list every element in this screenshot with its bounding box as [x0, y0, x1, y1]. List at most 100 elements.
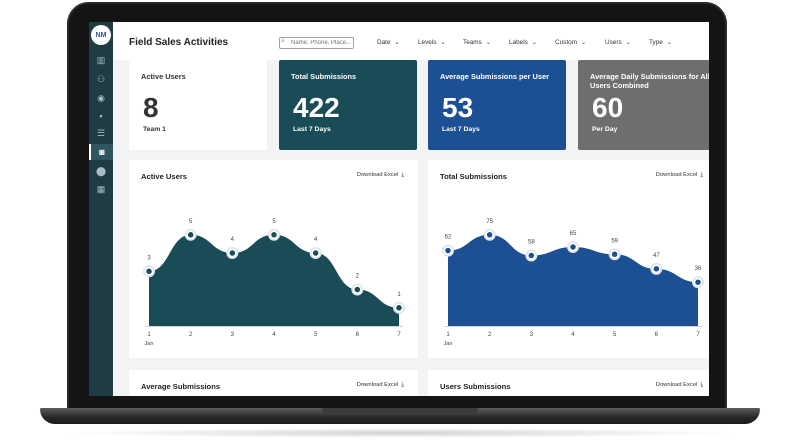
data-label: 5 [272, 219, 276, 225]
app-logo[interactable]: NM [91, 25, 111, 45]
chevron-down-icon: ⌄ [666, 40, 672, 46]
data-point[interactable] [394, 303, 404, 313]
filter-label: Users [605, 39, 622, 46]
card-label: Total Submissions [291, 72, 357, 81]
users-icon[interactable]: ⚇ [96, 73, 106, 84]
x-tick-label: 4 [571, 332, 575, 338]
x-tick-label: 2 [488, 332, 492, 338]
active-users-chart: 3 1 5 2 4 3 5 4 4 5 2 6 1 7 Jan [143, 219, 405, 347]
search-icon: ⌕ [281, 38, 285, 45]
filter-levels[interactable]: Levels ⌄ [418, 39, 446, 46]
data-label: 47 [653, 253, 660, 259]
data-point[interactable] [311, 248, 320, 258]
data-point[interactable] [527, 251, 536, 260]
data-label: 62 [445, 235, 452, 241]
filter-teams[interactable]: Teams ⌄ [463, 39, 491, 46]
x-month-label: Jan [144, 341, 153, 347]
download-label: Download Excel [356, 172, 399, 178]
card-subtitle: Last 7 Days [442, 126, 480, 133]
data-point[interactable] [144, 267, 154, 276]
download-label: Download Excel [655, 382, 698, 388]
download-icon: ⤓ [401, 172, 404, 178]
area-fill [448, 234, 698, 326]
card-value: 53 [442, 92, 474, 123]
total-submissions-card: Total Submissions 422 Last 7 Days [279, 60, 417, 150]
download-label: Download Excel [655, 172, 698, 178]
chevron-down-icon: ⌄ [394, 40, 400, 46]
chevron-down-icon: ⌄ [581, 40, 587, 46]
search-input[interactable] [279, 37, 354, 49]
x-tick-label: 7 [696, 332, 700, 338]
location-pin-icon[interactable]: ⬤ [95, 165, 107, 176]
filter-label: Levels [418, 39, 437, 46]
logo-text: NM [95, 31, 107, 39]
data-label: 75 [486, 219, 493, 225]
x-tick-label: 6 [356, 332, 360, 338]
average-submissions-card: Average Submissions per User 53 Last 7 Day… [428, 60, 566, 150]
card-label: Average Daily Submissions for All Users … [590, 72, 709, 90]
download-icon: ⤓ [401, 382, 404, 388]
x-month-label: Jan [443, 341, 452, 347]
active-users-title: Active Users [141, 172, 188, 181]
x-tick-label: 5 [314, 332, 318, 338]
card-value: 422 [293, 92, 340, 123]
data-point[interactable] [443, 246, 453, 255]
card-subtitle: Per Day [592, 126, 618, 133]
data-point[interactable] [693, 277, 703, 287]
filter-type[interactable]: Type ⌄ [649, 39, 672, 46]
bar-chart-icon[interactable]: ▥ [96, 54, 106, 65]
data-point[interactable] [228, 248, 237, 258]
download-icon: ⤓ [700, 172, 703, 178]
data-label: 4 [231, 237, 235, 243]
x-tick-label: 5 [613, 332, 617, 338]
download-excel-button[interactable]: Download Excel ⤓ [656, 172, 703, 179]
x-tick-label: 2 [189, 332, 193, 338]
average-submissions-title: Average Submissions [141, 382, 221, 391]
card-label: Active Users [141, 72, 186, 81]
sidebar: NM ▥ ⚇ ◉ ▪ ☰ ◙ ⬤ ▦ [89, 22, 113, 396]
page-title: Field Sales Activities [129, 37, 229, 48]
download-excel-button[interactable]: Download Excel ⤓ [357, 172, 404, 179]
briefcase-icon[interactable]: ▪ [99, 111, 103, 121]
filter-custom[interactable]: Custom ⌄ [555, 39, 586, 46]
data-point[interactable] [610, 250, 619, 259]
card-subtitle: Last 7 Days [293, 126, 331, 133]
data-point[interactable] [186, 230, 195, 240]
data-point[interactable] [353, 285, 362, 294]
data-label: 59 [611, 238, 618, 244]
x-tick-label: 1 [147, 332, 151, 338]
data-point[interactable] [485, 230, 494, 240]
data-label: 65 [570, 231, 577, 237]
camera-icon[interactable]: ◙ [89, 144, 113, 160]
top-bar: Field Sales Activities ⌕ Date⌄Levels⌄Tea… [113, 22, 709, 60]
active-users-card: Active Users 8 Team 1 [129, 60, 267, 150]
average-submissions-panel: Average Submissions Download Excel ⤓ [129, 370, 418, 396]
data-point[interactable] [568, 242, 578, 252]
chevron-down-icon: ⌄ [625, 40, 631, 46]
data-point[interactable] [652, 264, 661, 274]
list-icon[interactable]: ☰ [96, 127, 106, 138]
filter-label: Custom [555, 39, 578, 46]
download-excel-button[interactable]: Download Excel ⤓ [357, 382, 404, 389]
x-tick-label: 7 [397, 332, 401, 338]
filter-users[interactable]: Users ⌄ [605, 39, 631, 46]
daily-submissions-card: Average Daily Submissions for All Users … [578, 60, 709, 150]
data-point[interactable] [269, 230, 279, 240]
building-icon[interactable]: ▦ [96, 183, 106, 194]
card-subtitle: Team 1 [143, 126, 166, 133]
filter-label: Labels [509, 39, 528, 46]
filter-labels[interactable]: Labels ⌄ [509, 39, 537, 46]
laptop-base [40, 408, 760, 424]
card-label: Average Submissions per User [440, 72, 549, 81]
data-label: 1 [397, 292, 401, 298]
palette-icon[interactable]: ◉ [97, 92, 105, 103]
data-label: 58 [528, 239, 535, 245]
users-submissions-title: Users Submissions [440, 382, 511, 391]
download-excel-button[interactable]: Download Excel ⤓ [656, 382, 703, 389]
filter-date[interactable]: Date ⌄ [377, 39, 400, 46]
data-label: 36 [695, 266, 702, 272]
download-label: Download Excel [356, 382, 399, 388]
card-value: 60 [592, 92, 624, 123]
x-tick-label: 1 [446, 332, 450, 338]
